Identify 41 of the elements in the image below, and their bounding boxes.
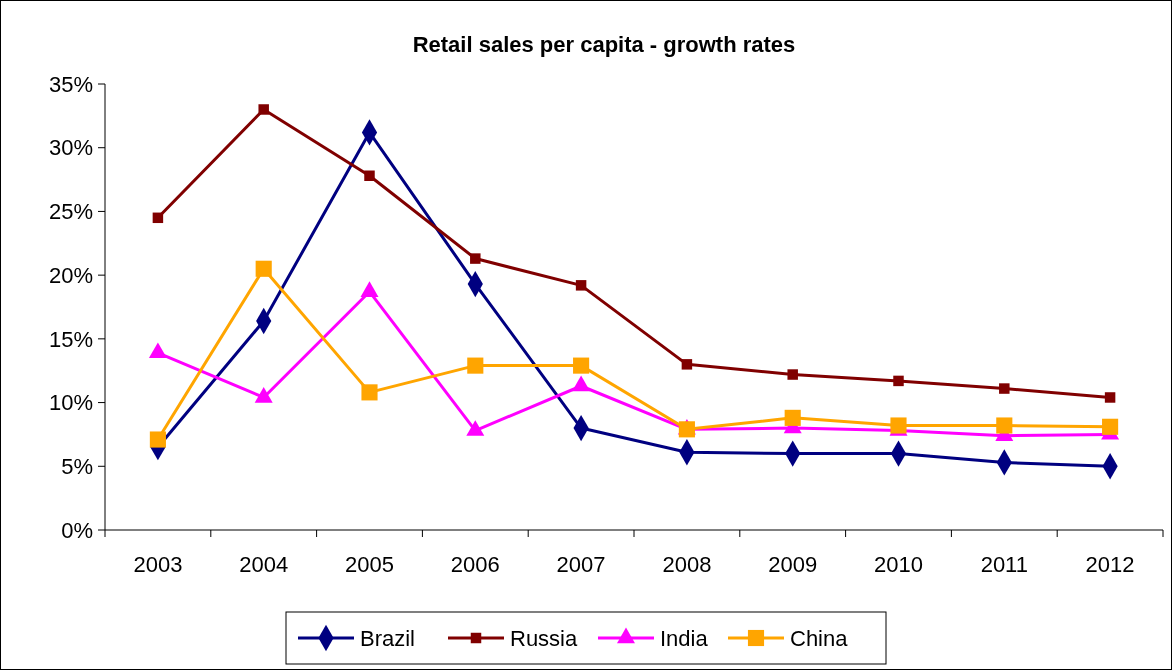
point xyxy=(1102,418,1119,435)
x-tick-label: 2009 xyxy=(768,552,818,577)
x-tick-label: 2010 xyxy=(874,552,923,577)
x-tick-label: 2003 xyxy=(133,552,183,577)
y-tick-label: 15% xyxy=(48,326,93,352)
y-tick-label: 5% xyxy=(61,453,93,479)
point xyxy=(893,375,904,387)
x-tick-label: 2012 xyxy=(1085,552,1135,577)
legend-label: Russia xyxy=(510,625,579,651)
y-tick-label: 35% xyxy=(48,71,93,97)
point xyxy=(470,253,481,264)
point xyxy=(258,104,269,115)
x-tick-label: 2008 xyxy=(662,552,712,577)
x-tick-label: 2007 xyxy=(556,552,606,577)
y-tick-label: 20% xyxy=(48,262,93,288)
legend-label: India xyxy=(660,625,709,651)
point xyxy=(361,384,378,401)
x-tick-label: 2004 xyxy=(239,552,289,577)
y-tick-label: 10% xyxy=(48,390,93,416)
point xyxy=(573,357,590,374)
point xyxy=(784,409,801,426)
x-tick-label: 2005 xyxy=(345,552,394,577)
point xyxy=(467,357,484,374)
legend-label: Brazil xyxy=(360,625,416,651)
point xyxy=(575,280,587,291)
x-tick-label: 2006 xyxy=(450,552,500,577)
point xyxy=(152,212,164,224)
chart-title: Retail sales per capita - growth rates xyxy=(412,32,796,57)
point xyxy=(999,383,1010,394)
legend-label: China xyxy=(790,625,849,651)
point xyxy=(1104,392,1116,403)
y-tick-label: 0% xyxy=(61,517,93,543)
point xyxy=(255,260,272,277)
point xyxy=(787,369,798,380)
point xyxy=(149,431,166,448)
point xyxy=(996,417,1013,434)
y-tick-label: 25% xyxy=(48,199,93,225)
point xyxy=(364,170,375,181)
point xyxy=(681,359,693,370)
y-tick-label: 30% xyxy=(48,135,93,161)
x-tick-label: 2011 xyxy=(980,552,1028,577)
